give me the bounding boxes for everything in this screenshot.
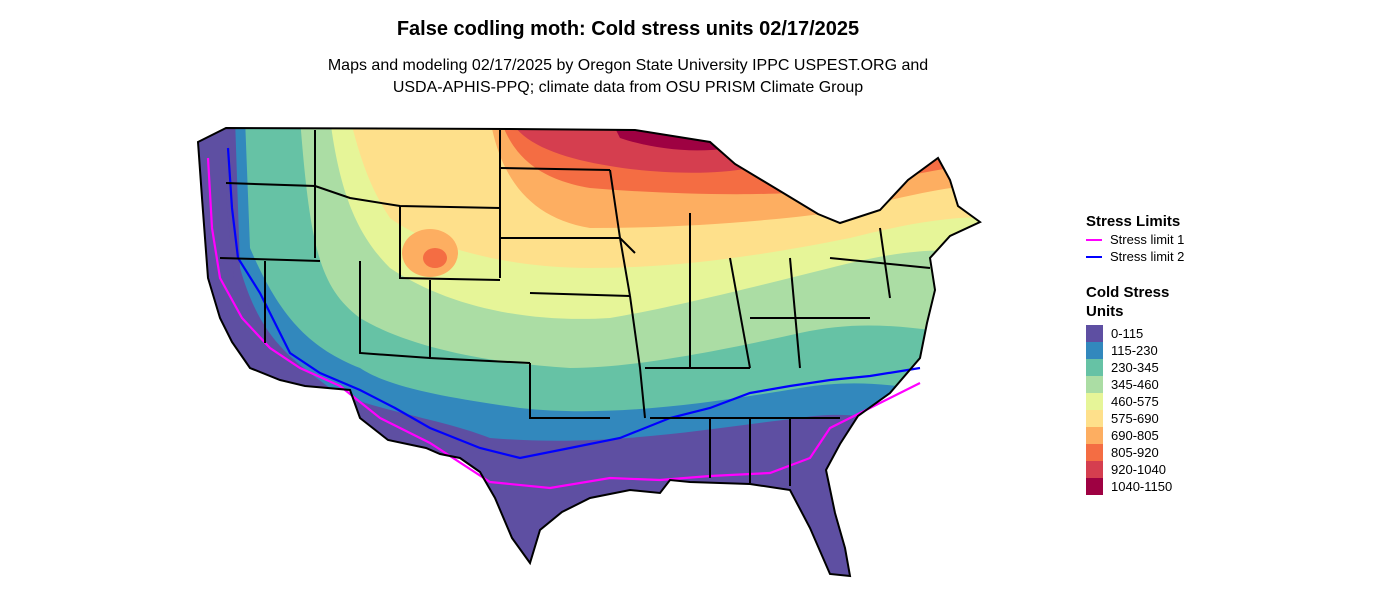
class-label: 1040-1150 bbox=[1111, 479, 1173, 494]
class-label: 115-230 bbox=[1111, 343, 1158, 358]
cold-stress-class-list: 0-115 115-230 230-345 345-460 460-575 575-690… bbox=[1086, 325, 1184, 495]
stress-limit-2-swatch bbox=[1086, 255, 1102, 258]
legend-item-class: 805-920 bbox=[1086, 444, 1184, 461]
class-color-swatch bbox=[1086, 444, 1103, 461]
legend-item-class: 920-1040 bbox=[1086, 461, 1184, 478]
class-label: 805-920 bbox=[1111, 445, 1159, 460]
class-color-swatch bbox=[1086, 427, 1103, 444]
class-color-swatch bbox=[1086, 478, 1103, 495]
legend-label: Stress limit 1 bbox=[1110, 232, 1185, 247]
legend-item-stress-limit-1: Stress limit 1 bbox=[1086, 231, 1184, 248]
legend-item-class: 230-345 bbox=[1086, 359, 1184, 376]
state-boundaries bbox=[196, 126, 982, 578]
class-label: 460-575 bbox=[1111, 394, 1159, 409]
class-label: 345-460 bbox=[1111, 377, 1159, 392]
legend-label: Stress limit 2 bbox=[1110, 249, 1185, 264]
legend-item-stress-limit-2: Stress limit 2 bbox=[1086, 248, 1184, 265]
class-color-swatch bbox=[1086, 410, 1103, 427]
map-subtitle: Maps and modeling 02/17/2025 by Oregon S… bbox=[0, 55, 1256, 99]
legend-item-class: 460-575 bbox=[1086, 393, 1184, 410]
cold-stress-legend-title: Cold Stress Units bbox=[1086, 284, 1170, 320]
stress-limit-1-swatch bbox=[1086, 238, 1102, 241]
class-label: 0-115 bbox=[1111, 326, 1144, 341]
us-cold-stress-map bbox=[196, 126, 982, 578]
legend-item-class: 1040-1150 bbox=[1086, 478, 1184, 495]
class-label: 920-1040 bbox=[1111, 462, 1166, 477]
legend-item-class: 345-460 bbox=[1086, 376, 1184, 393]
class-color-swatch bbox=[1086, 461, 1103, 478]
legend: Stress Limits Stress limit 1 Stress limi… bbox=[1086, 212, 1184, 495]
class-label: 230-345 bbox=[1111, 360, 1159, 375]
class-color-swatch bbox=[1086, 342, 1103, 359]
class-color-swatch bbox=[1086, 393, 1103, 410]
legend-item-class: 575-690 bbox=[1086, 410, 1184, 427]
class-color-swatch bbox=[1086, 359, 1103, 376]
stress-limit-1-line bbox=[206, 157, 921, 490]
map-title: False codling moth: Cold stress units 02… bbox=[396, 18, 860, 40]
class-label: 575-690 bbox=[1111, 411, 1159, 426]
legend-item-class: 690-805 bbox=[1086, 427, 1184, 444]
class-color-swatch bbox=[1086, 325, 1103, 342]
subtitle-line-2: USDA-APHIS-PPQ; climate data from OSU PR… bbox=[392, 79, 864, 96]
stress-limits-legend-title: Stress Limits bbox=[1086, 213, 1181, 230]
legend-item-class: 115-230 bbox=[1086, 342, 1184, 359]
legend-item-class: 0-115 bbox=[1086, 325, 1184, 342]
class-label: 690-805 bbox=[1111, 428, 1159, 443]
class-color-swatch bbox=[1086, 376, 1103, 393]
subtitle-line-1: Maps and modeling 02/17/2025 by Oregon S… bbox=[327, 57, 929, 74]
